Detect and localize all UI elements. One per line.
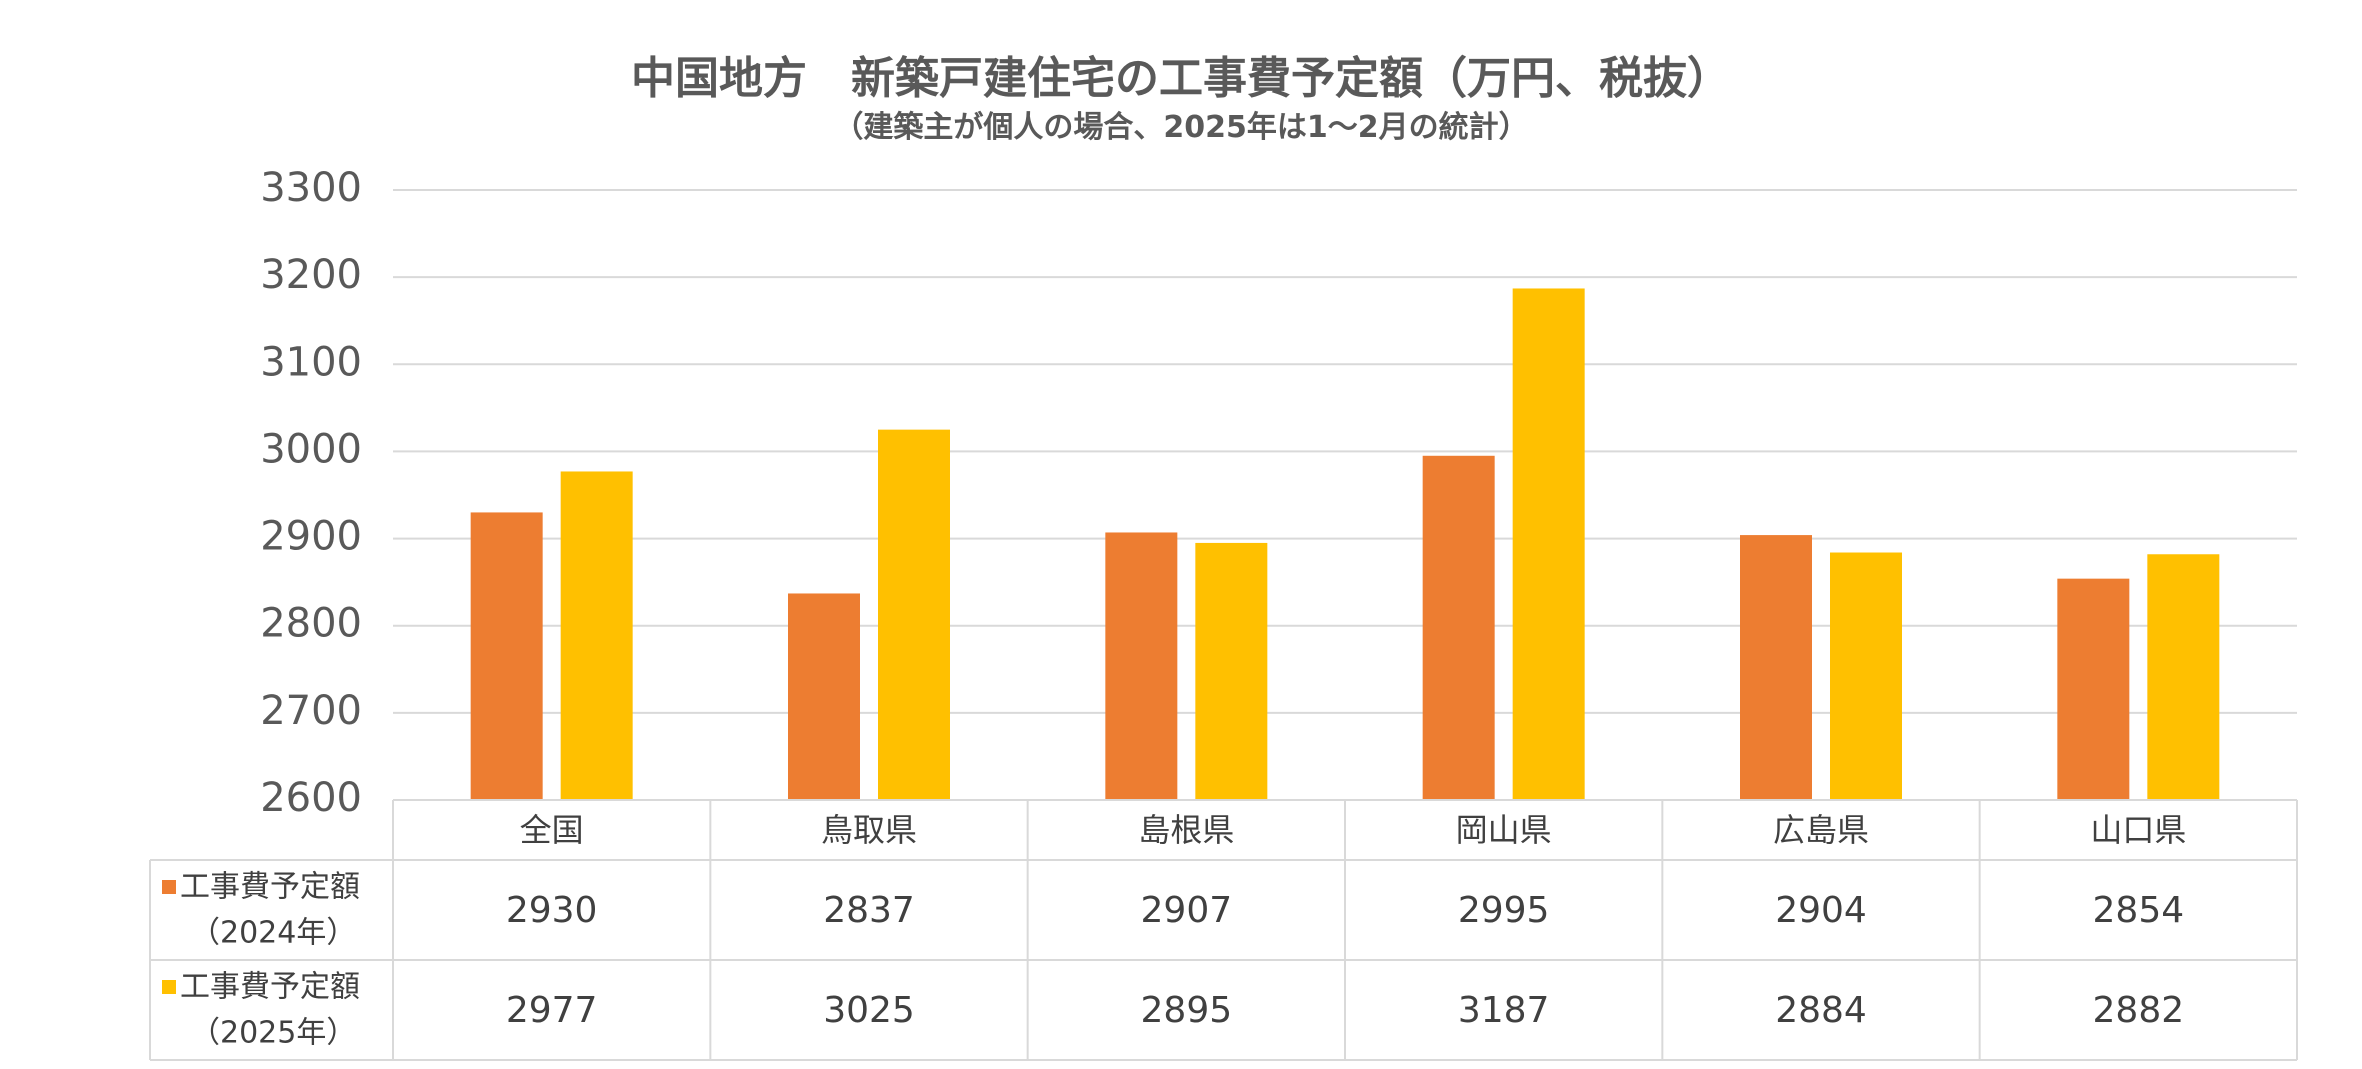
y-tick-label: 2700 [260,688,362,734]
y-tick-label: 3200 [260,252,362,298]
data-table-value: 2907 [1141,890,1233,931]
legend-label: 工事費予定額 [180,970,360,1005]
x-category-label: 広島県 [1773,811,1869,849]
y-tick-label: 2600 [260,775,362,821]
bar-2025 [878,429,950,800]
legend-label: （2024年） [190,916,356,951]
bar-2025 [2147,554,2220,800]
legend-label: （2025年） [190,1016,356,1051]
legend-swatch [162,880,176,894]
bar-2024 [788,593,860,800]
bar-2025 [1512,288,1585,800]
bar-2024 [1422,455,1495,800]
bar-2024 [1105,532,1178,800]
data-table-value: 2895 [1141,990,1233,1031]
data-table-value: 2882 [2093,990,2185,1031]
bar-2024 [470,512,543,800]
y-tick-label: 2900 [260,514,362,560]
y-tick-label: 3000 [260,426,362,472]
legend-label: 工事費予定額 [180,870,360,905]
bar-2025 [1195,542,1268,800]
bar-2025 [560,471,633,800]
data-table-value: 2904 [1775,890,1867,931]
data-table-value: 2854 [2093,890,2185,931]
data-table-value: 2995 [1458,890,1550,931]
data-table-value: 2837 [823,890,915,931]
x-category-label: 山口県 [2090,811,2186,849]
chart-subtitle: （建築主が個人の場合、2025年は1～2月の統計） [833,110,1529,145]
x-category-label: 岡山県 [1456,811,1552,849]
data-table-value: 2884 [1775,990,1867,1031]
legend-swatch [162,980,176,994]
data-table-value: 2977 [506,990,598,1031]
data-table-value: 2930 [506,890,598,931]
x-category-label: 島根県 [1138,811,1234,849]
bar-2025 [1830,552,1902,800]
x-category-label: 鳥取県 [821,811,917,849]
bar-2024 [1740,535,1812,800]
data-table-value: 3187 [1458,990,1550,1031]
y-tick-label: 2800 [260,601,362,647]
chart-title: 中国地方 新築戸建住宅の工事費予定額（万円、税抜） [631,53,1731,104]
x-category-label: 全国 [520,811,584,849]
data-table-value: 3025 [823,990,915,1031]
y-tick-label: 3300 [260,165,362,211]
bar-2024 [2057,578,2130,800]
y-tick-label: 3100 [260,339,362,385]
